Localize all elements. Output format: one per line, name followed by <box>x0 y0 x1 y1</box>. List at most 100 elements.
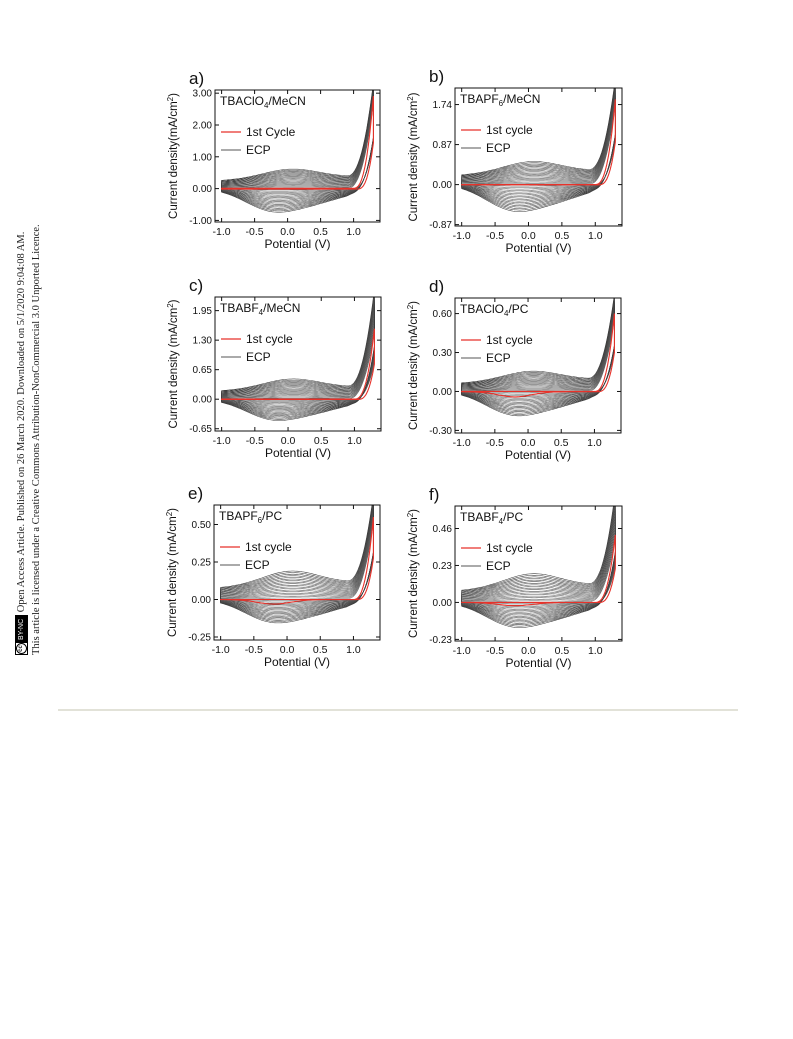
y-tick-label: -0.65 <box>189 424 212 435</box>
plot-frame <box>213 504 381 641</box>
y-axis-label: Current density(mA/cm2) <box>166 93 180 219</box>
electrolyte-main: TBAPF <box>219 509 258 523</box>
legend-label-ecp: ECP <box>486 141 511 155</box>
y-tick-label: 0.00 <box>433 180 453 191</box>
x-axis-label: Potential (V) <box>264 655 330 669</box>
first-cycle-curve <box>220 516 374 605</box>
plot-frame <box>214 296 382 432</box>
divider <box>58 709 738 711</box>
first-cycle-curve <box>461 99 616 186</box>
y-axis-label-end: ) <box>408 92 420 96</box>
electrolyte-sub: 4 <box>259 308 264 317</box>
x-tick-label: 0.0 <box>280 644 295 656</box>
electrolyte-main: TBABF <box>220 301 259 315</box>
electrolyte-rest: /PC <box>508 302 528 316</box>
cv-panel-d: -1.0 -0.5 0.0 0.5 1.0 -0.30 0.00 0.30 0.60 Potent… <box>406 277 622 462</box>
panel-label: c) <box>189 276 203 295</box>
electrolyte-rest: /MeCN <box>268 94 305 108</box>
panel-label: f) <box>429 485 439 504</box>
cv-panel-f: -1.0 -0.5 0.0 0.5 1.0 -0.23 0.00 0.23 0.46 Potent… <box>406 485 623 670</box>
y-axis-label: Current density (mA/cm2) <box>406 509 420 638</box>
y-axis-label-main: Current density (mA/cm <box>408 101 420 222</box>
y-tick-label: 0.46 <box>433 524 453 535</box>
y-axis-label-main: Current density(mA/cm <box>168 101 180 219</box>
x-axis-label: Potential (V) <box>505 656 571 670</box>
x-tick-label: 1.0 <box>587 437 602 449</box>
ecp-cycles <box>221 297 375 421</box>
y-tick-label: 1.95 <box>193 306 213 317</box>
y-axis-label-main: Current density (mA/cm <box>167 516 179 637</box>
panel-label: b) <box>429 67 444 86</box>
legend-label-first-cycle: 1st cycle <box>245 540 292 554</box>
y-axis-label-end: ) <box>408 509 420 513</box>
electrolyte-label: TBABF4/MeCN <box>220 301 300 317</box>
x-tick-label: 0.5 <box>313 644 328 656</box>
x-tick-label: -1.0 <box>453 645 471 657</box>
y-tick-label: 1.00 <box>193 152 213 163</box>
x-tick-label: -0.5 <box>486 230 504 242</box>
y-tick-label: 0.23 <box>433 561 453 572</box>
x-tick-label: -1.0 <box>212 644 230 656</box>
y-tick-label: 1.30 <box>193 336 213 347</box>
ecp-cycle-curve <box>461 538 616 605</box>
x-tick-label: -1.0 <box>213 435 231 447</box>
x-tick-label: 0.5 <box>313 226 328 238</box>
ecp-cycles <box>461 298 615 417</box>
x-tick-label: 0.5 <box>555 645 570 657</box>
y-tick-label: 0.60 <box>433 309 453 320</box>
y-axis-label-main: Current density (mA/cm <box>408 309 420 430</box>
y-tick-label: -0.87 <box>429 220 452 231</box>
electrolyte-label: TBAPF6/MeCN <box>460 92 540 108</box>
y-tick-label: 0.00 <box>193 395 213 406</box>
y-axis-label-sup: 2 <box>406 304 415 309</box>
x-tick-label: -0.5 <box>486 437 504 449</box>
y-axis-label: Current density (mA/cm2) <box>406 92 420 221</box>
y-tick-label: 0.30 <box>433 348 453 359</box>
y-tick-label: -0.23 <box>429 635 452 646</box>
x-axis-label: Potential (V) <box>505 241 571 255</box>
electrolyte-label: TBAClO4/PC <box>460 302 529 318</box>
y-axis-label-end: ) <box>168 299 180 303</box>
x-tick-label: 0.5 <box>555 230 570 242</box>
electrolyte-rest: /PC <box>503 510 523 524</box>
y-tick-label: 0.25 <box>192 558 212 569</box>
electrolyte-main: TBABF <box>460 510 499 524</box>
electrolyte-label: TBABF4/PC <box>460 510 523 526</box>
x-tick-label: -0.5 <box>246 226 264 238</box>
x-tick-label: 1.0 <box>346 226 361 238</box>
x-tick-label: 0.0 <box>281 435 296 447</box>
x-tick-label: 0.5 <box>314 435 329 447</box>
legend-label-first-cycle: 1st cycle <box>246 332 293 346</box>
legend-label-first-cycle: 1st cycle <box>486 333 533 347</box>
y-tick-label: 0.00 <box>192 595 212 606</box>
ecp-cycles <box>220 505 374 624</box>
y-axis-label-end: ) <box>408 301 420 305</box>
y-tick-label: 0.50 <box>192 520 212 531</box>
ecp-cycles <box>461 88 616 212</box>
panel-label: d) <box>429 277 444 296</box>
y-axis-label-end: ) <box>167 508 179 512</box>
y-tick-label: 0.65 <box>193 365 213 376</box>
ecp-cycles <box>221 90 374 213</box>
legend-label-ecp: ECP <box>246 143 271 157</box>
y-axis-label: Current density (mA/cm2) <box>166 299 180 428</box>
y-tick-label: 0.87 <box>433 140 453 151</box>
x-axis-label: Potential (V) <box>264 237 330 251</box>
electrolyte-main: TBAClO <box>460 302 504 316</box>
cv-panel-b: -1.0 -0.5 0.0 0.5 1.0 -0.87 0.00 0.87 1.74 Potent… <box>406 67 623 255</box>
legend-label-ecp: ECP <box>486 559 511 573</box>
electrolyte-rest: /PC <box>262 509 282 523</box>
y-axis-label-main: Current density (mA/cm <box>168 308 180 429</box>
y-axis-label-sup: 2 <box>165 511 174 516</box>
y-tick-label: 0.00 <box>193 184 213 195</box>
plot-frame <box>454 505 623 642</box>
legend-label-ecp: ECP <box>486 351 511 365</box>
ecp-cycles <box>461 506 616 628</box>
x-tick-label: 1.0 <box>347 435 362 447</box>
electrolyte-main: TBAPF <box>460 92 499 106</box>
electrolyte-sub: 4 <box>264 101 269 110</box>
y-tick-label: 0.00 <box>433 598 453 609</box>
electrolyte-rest: /MeCN <box>503 92 540 106</box>
electrolyte-label: TBAPF6/PC <box>219 509 282 525</box>
ecp-cycle-curve <box>461 94 616 197</box>
